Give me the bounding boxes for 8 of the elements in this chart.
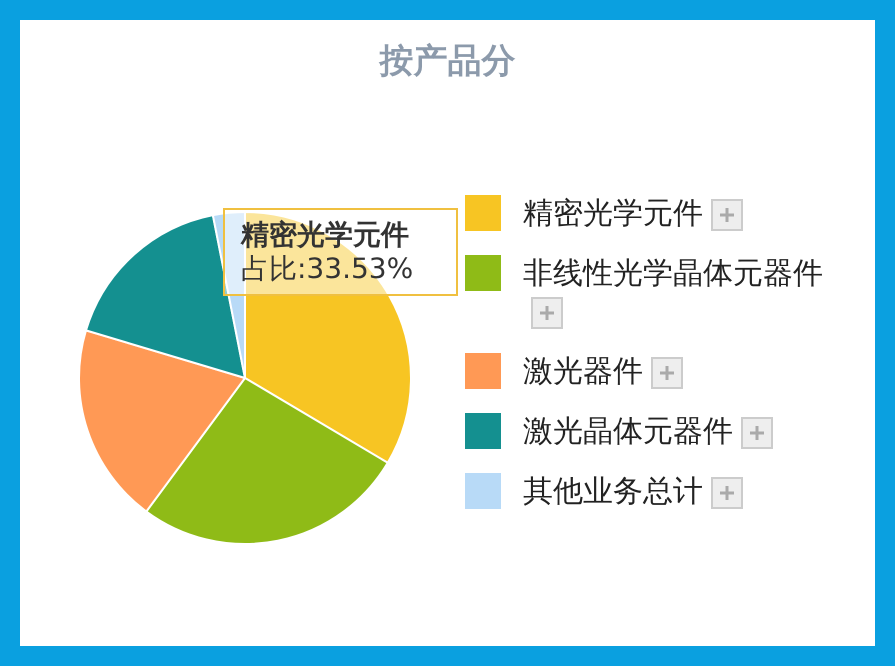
chart-title: 按产品分 xyxy=(378,40,516,83)
text: 精密光学元件 xyxy=(241,218,410,252)
legend-label: 激光晶体元器件 xyxy=(523,414,733,449)
legend-label: 非线性光学晶体元器件 xyxy=(523,256,823,291)
legend-label: 激光器件 xyxy=(523,354,643,389)
legend-label: 其他业务总计 xyxy=(523,474,703,509)
text: 占比:33.53% xyxy=(241,252,414,286)
legend-label: 精密光学元件 xyxy=(523,196,703,231)
